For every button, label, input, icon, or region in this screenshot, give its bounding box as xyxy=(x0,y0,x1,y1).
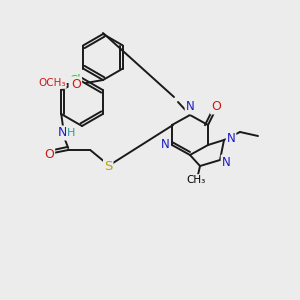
Text: N: N xyxy=(226,131,236,145)
Text: Cl: Cl xyxy=(70,74,81,88)
Text: N: N xyxy=(160,139,169,152)
Text: O: O xyxy=(211,100,221,113)
Text: N: N xyxy=(186,100,194,113)
Text: OCH₃: OCH₃ xyxy=(38,78,66,88)
Text: N: N xyxy=(58,127,67,140)
Text: S: S xyxy=(104,160,112,172)
Text: O: O xyxy=(44,148,54,161)
Text: CH₃: CH₃ xyxy=(186,175,206,185)
Text: N: N xyxy=(222,155,230,169)
Text: H: H xyxy=(67,128,75,138)
Text: O: O xyxy=(71,77,81,91)
